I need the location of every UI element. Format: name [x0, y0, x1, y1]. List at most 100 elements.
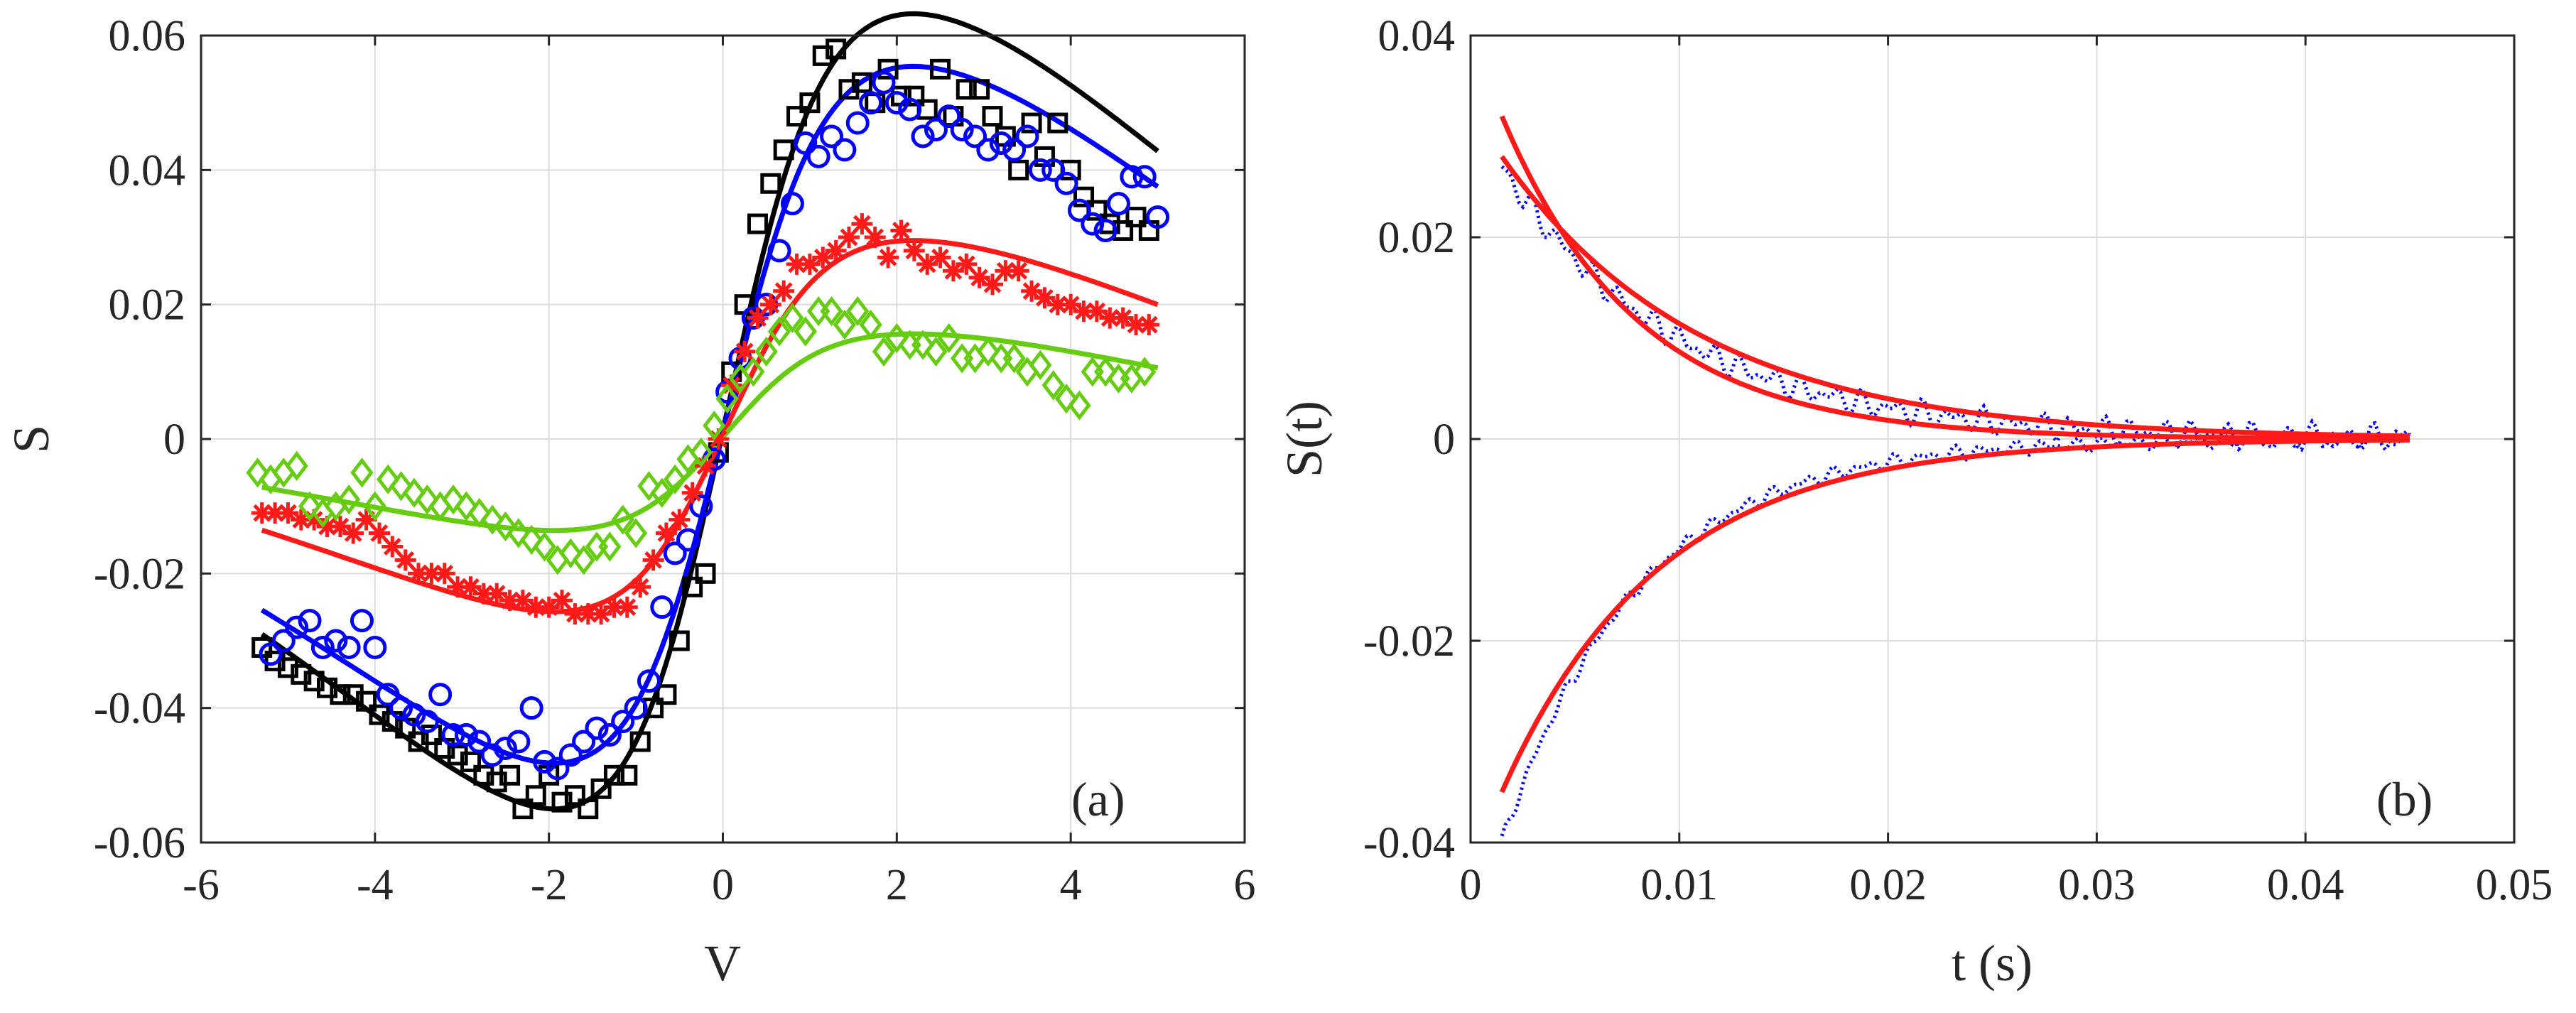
- y-tick-label: 0: [163, 416, 185, 464]
- y-tick-label: 0.02: [109, 281, 186, 330]
- data-point: [1002, 138, 1027, 162]
- data-point: [812, 45, 833, 66]
- axis-ticks: 0 0.01 0.02 0.03 0.04 0.05 -0.04 -0.02 0 0.02 0.04: [1363, 12, 2553, 909]
- data-point: [303, 671, 325, 692]
- data-point: [538, 596, 560, 618]
- data-point: [859, 91, 883, 115]
- data-point: [859, 309, 882, 340]
- data-point: [942, 260, 964, 282]
- data-point: [911, 330, 935, 360]
- data-point: [767, 316, 791, 347]
- data-point: [937, 104, 961, 129]
- data-point: [807, 296, 830, 327]
- x-tick-label: -6: [183, 861, 220, 909]
- data-point: [799, 92, 821, 114]
- data-point: [773, 139, 794, 161]
- chart-panel-a: -6 -4 -2 0 2 4 6 -0.06 -0.04 -0.02 0 0.02 0.04 0.06 (…: [3, 11, 1256, 992]
- data-point: [467, 498, 491, 529]
- data-point: [533, 531, 556, 562]
- data-point: [376, 683, 400, 707]
- data-point: [1093, 357, 1117, 387]
- data-point: [428, 683, 453, 707]
- x-tick-label: 0.05: [2476, 861, 2553, 909]
- y-tick-label: 0.02: [1378, 214, 1456, 262]
- data-point: [1081, 357, 1104, 387]
- data-point: [898, 97, 922, 121]
- data-point: [291, 663, 312, 685]
- data-point: [1021, 112, 1042, 134]
- data-point: [767, 239, 791, 263]
- y-tick-label: -0.02: [94, 550, 185, 598]
- data-point: [355, 509, 377, 531]
- data-point: [381, 536, 404, 558]
- data-point: [826, 38, 847, 60]
- data-point: [416, 484, 439, 515]
- data-point: [682, 576, 703, 597]
- data-point: [611, 504, 634, 535]
- data-point: [624, 518, 648, 548]
- data-point: [1086, 300, 1108, 323]
- data-point: [408, 731, 429, 752]
- data-point: [578, 798, 599, 820]
- y-axis-label: S: [3, 425, 60, 453]
- data-point: [473, 764, 494, 786]
- data-point: [616, 596, 638, 618]
- data-point: [864, 227, 886, 248]
- data-point: [838, 79, 860, 100]
- data-point: [551, 791, 573, 813]
- data-point: [681, 482, 703, 504]
- data-point: [742, 357, 765, 387]
- data-point: [629, 576, 651, 598]
- data-point: [402, 703, 426, 727]
- data-point: [1028, 158, 1052, 182]
- data-point: [310, 635, 335, 659]
- data-point: [324, 629, 348, 653]
- data-point: [676, 528, 700, 552]
- data-point: [734, 340, 756, 362]
- data-point: [455, 491, 478, 521]
- x-tick-label: 4: [1060, 861, 1082, 909]
- data-point: [394, 549, 416, 571]
- data-point: [1002, 343, 1026, 374]
- data-point: [833, 309, 857, 340]
- data-point: [799, 253, 821, 275]
- data-point: [951, 343, 974, 374]
- data-point: [603, 764, 624, 786]
- data-point: [781, 303, 804, 333]
- data-point: [794, 131, 818, 155]
- data-point: [833, 138, 857, 162]
- data-point: [454, 723, 478, 747]
- data-point: [995, 260, 1017, 282]
- data-point: [851, 213, 873, 235]
- data-point: [1093, 219, 1117, 243]
- data-point: [316, 516, 338, 538]
- data-point: [558, 743, 583, 767]
- chart-panel-b: 0 0.01 0.02 0.03 0.04 0.05 -0.04 -0.02 0 0.02 0.04…: [1276, 12, 2553, 992]
- data-point: [924, 118, 948, 142]
- data-point: [251, 502, 273, 524]
- fit-curve: [261, 238, 1159, 614]
- data-point: [499, 764, 521, 786]
- x-tick-label: 0.04: [2267, 861, 2344, 909]
- data-point: [520, 524, 543, 556]
- data-point: [277, 657, 298, 678]
- y-axis-label: S(t): [1276, 401, 1333, 477]
- data-point: [298, 491, 322, 521]
- data-point: [480, 743, 504, 767]
- data-point: [1146, 205, 1170, 229]
- data-point: [1099, 307, 1121, 329]
- data-point: [415, 710, 439, 734]
- data-point: [525, 596, 547, 618]
- data-point: [1138, 314, 1160, 336]
- data-point: [820, 124, 844, 148]
- data-point: [956, 253, 978, 275]
- data-point: [872, 336, 896, 367]
- data-point: [982, 106, 1003, 127]
- data-point: [968, 266, 990, 288]
- panel-label: (b): [2376, 772, 2432, 826]
- data-point: [890, 220, 912, 242]
- data-point: [1068, 390, 1091, 421]
- data-point: [598, 531, 622, 562]
- data-point: [441, 484, 465, 515]
- data-point: [546, 757, 570, 781]
